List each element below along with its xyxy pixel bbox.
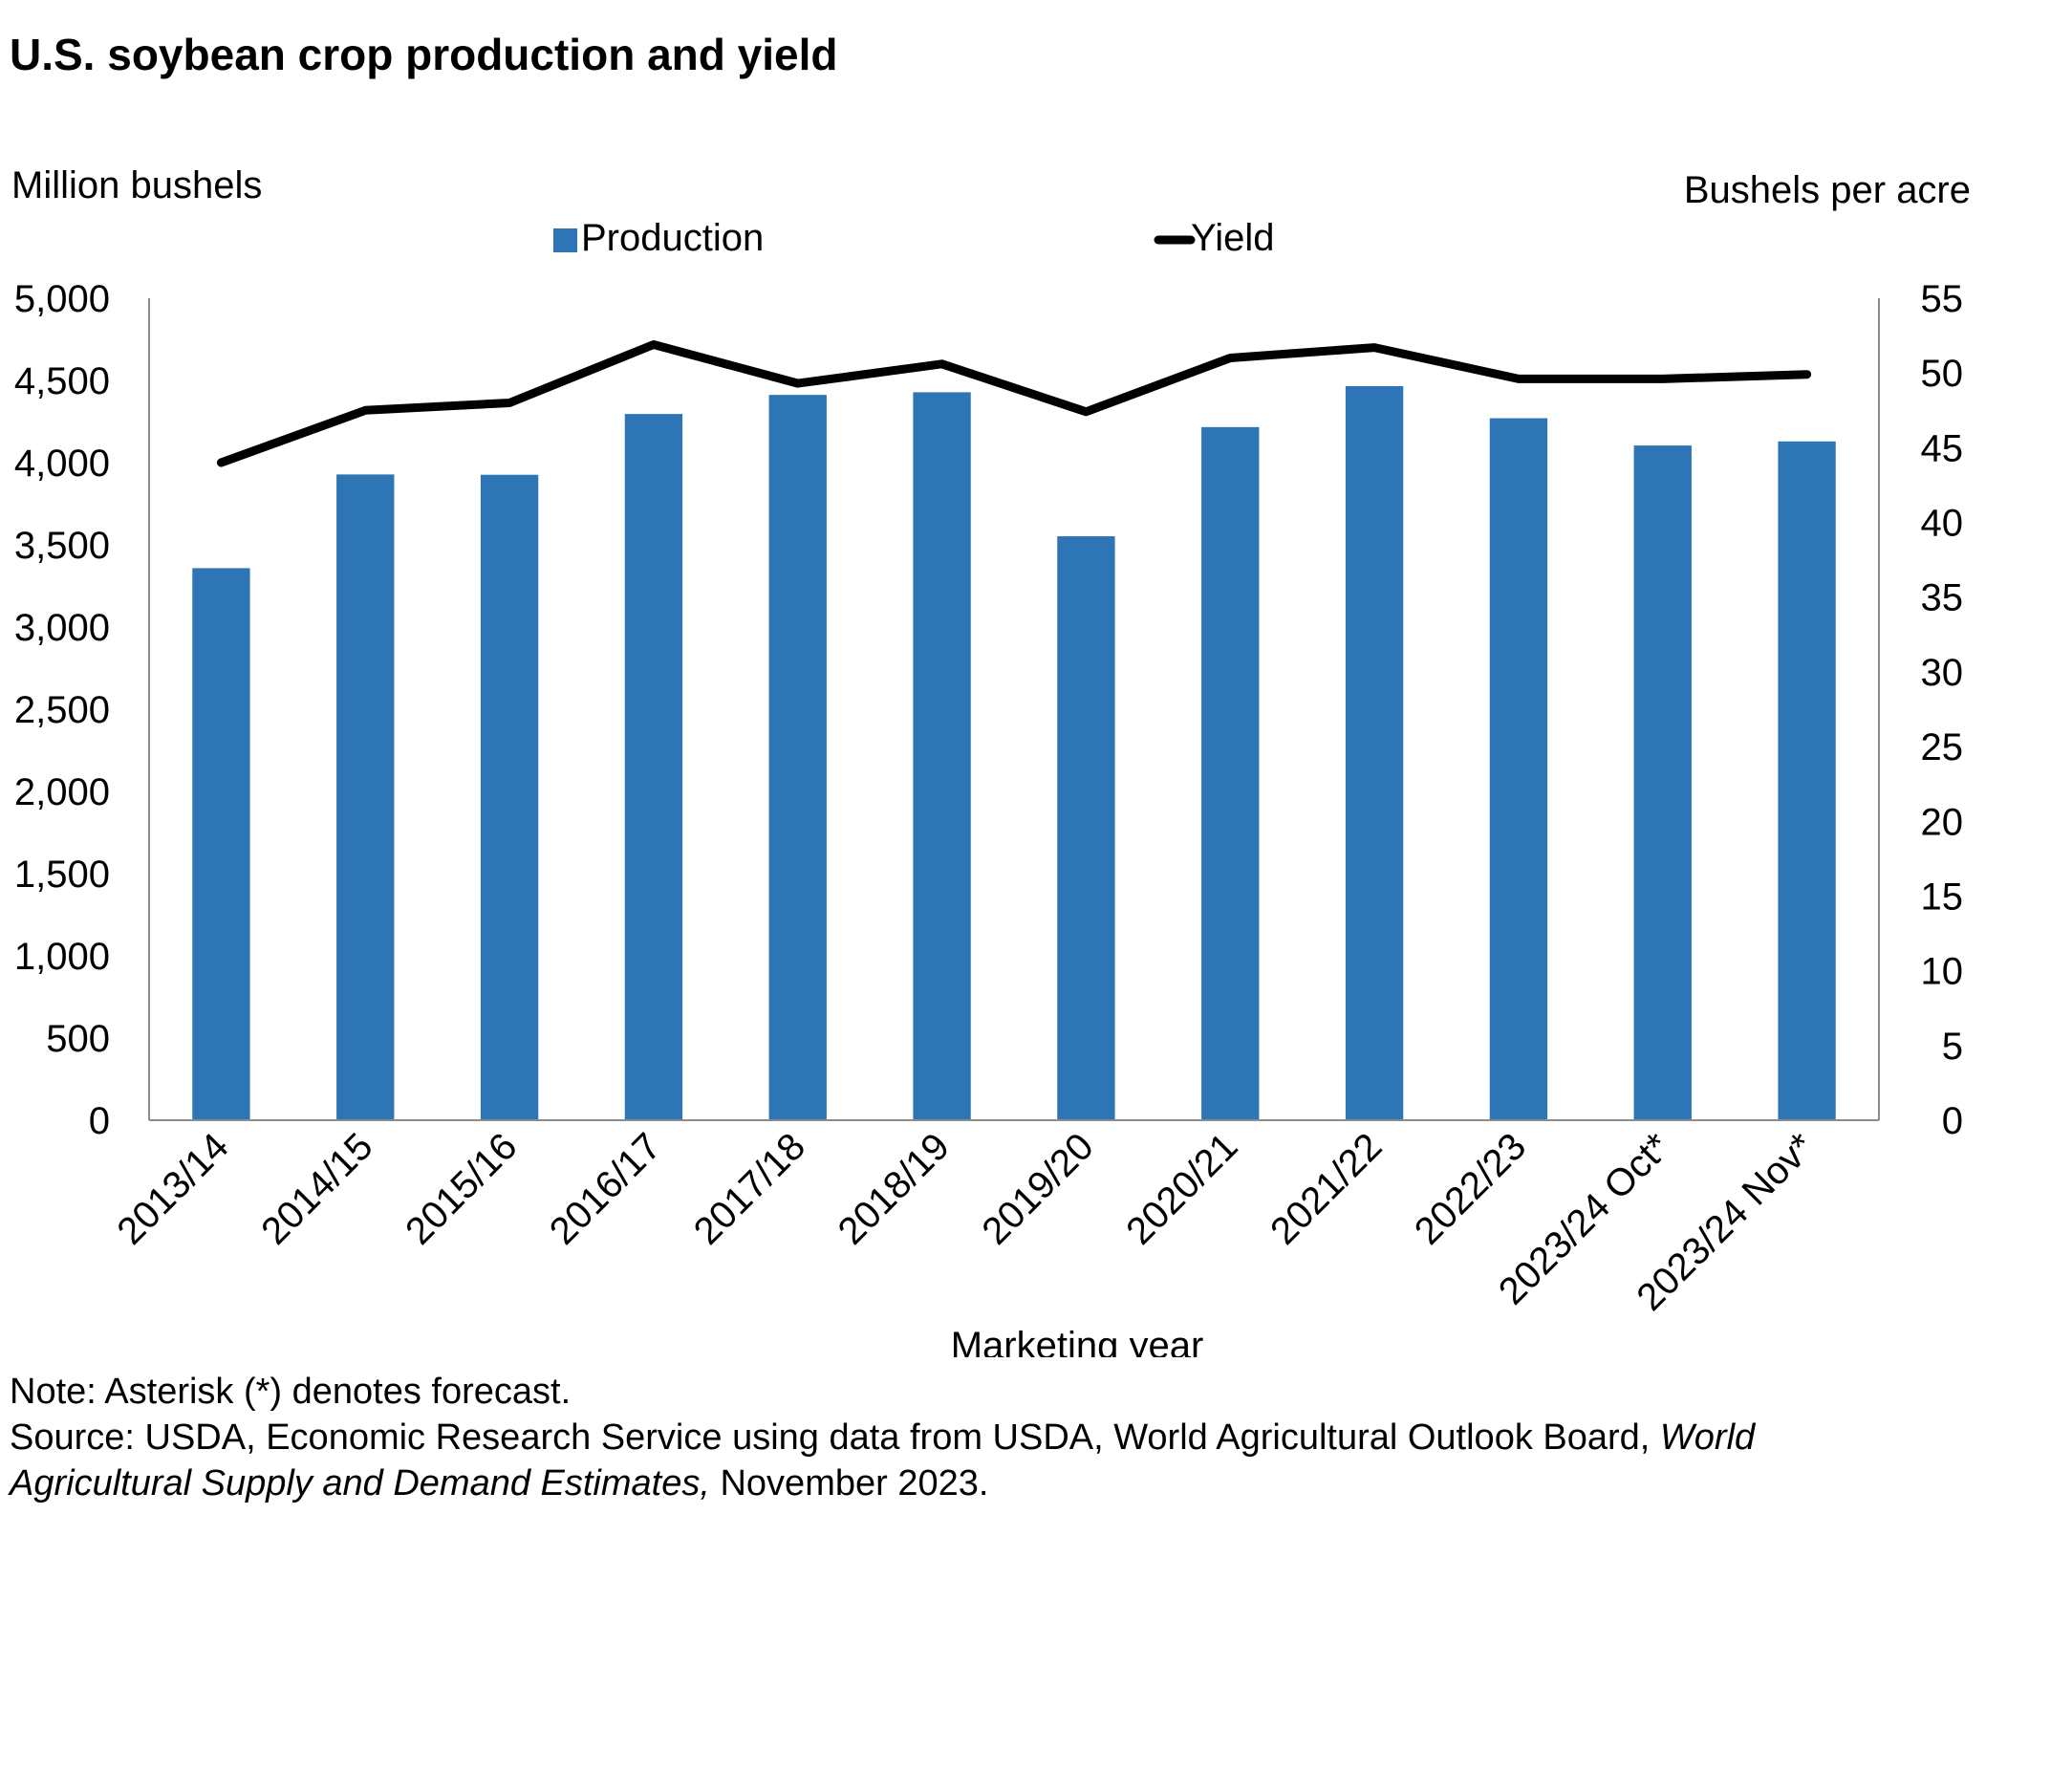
yield-point <box>1661 378 1664 380</box>
production-bar <box>1778 441 1836 1120</box>
right-tick-label: 40 <box>1921 503 1964 545</box>
production-bar <box>1057 536 1115 1120</box>
right-axis-title: Bushels per acre <box>1684 169 1971 211</box>
left-tick-label: 4,500 <box>14 360 110 402</box>
production-bar <box>913 392 971 1120</box>
production-bar <box>1489 418 1548 1120</box>
left-axis-ticks: 0 500 1,000 1,500 2,000 2,500 3,000 3,500 4,000 4… <box>14 278 110 1142</box>
x-tick-label: 2015/16 <box>398 1125 525 1252</box>
x-tick-label: 2020/21 <box>1118 1125 1245 1252</box>
legend: Production Yield <box>553 217 1274 259</box>
yield-point <box>796 382 799 385</box>
right-tick-label: 25 <box>1921 726 1964 768</box>
source-title-part-2: Agricultural Supply and Demand Estimates… <box>10 1463 710 1504</box>
right-tick-label: 0 <box>1942 1100 1963 1142</box>
yield-point <box>1229 357 1232 359</box>
x-tick-label: 2019/20 <box>974 1125 1101 1252</box>
production-bar <box>1201 426 1260 1120</box>
yield-point <box>508 401 511 404</box>
left-tick-label: 1,500 <box>14 854 110 896</box>
chart-title: U.S. soybean crop production and yield <box>10 30 838 79</box>
legend-production-label: Production <box>581 217 764 259</box>
chart: Million bushels Bushels per acre Product… <box>11 164 1971 1357</box>
production-bar <box>624 414 683 1120</box>
x-tick-label: 2014/15 <box>253 1125 380 1252</box>
yield-point <box>1517 378 1520 380</box>
source-line-1: Source: USDA, Economic Research Service … <box>10 1415 1755 1460</box>
right-tick-label: 15 <box>1921 876 1964 918</box>
legend-production-swatch <box>553 228 577 252</box>
right-tick-label: 45 <box>1921 427 1964 469</box>
left-tick-label: 4,000 <box>14 443 110 485</box>
right-tick-label: 35 <box>1921 577 1964 619</box>
left-tick-label: 0 <box>89 1100 110 1142</box>
x-tick-label: 2021/22 <box>1263 1125 1390 1252</box>
source-prefix: Source: USDA, Economic Research Service … <box>10 1417 1651 1458</box>
left-axis-title: Million bushels <box>11 164 262 206</box>
production-bar <box>192 568 250 1120</box>
footnotes: Note: Asterisk (*) denotes forecast. Sou… <box>10 1369 1755 1506</box>
yield-points <box>220 343 1808 464</box>
left-tick-label: 5,000 <box>14 278 110 320</box>
x-axis-labels: 2013/14 2014/15 2015/16 2016/17 2017/18 2018/… <box>109 1125 1823 1319</box>
left-tick-label: 2,000 <box>14 771 110 813</box>
production-bar <box>768 395 827 1120</box>
source-title-part-1: World <box>1659 1417 1756 1458</box>
source-suffix: November 2023. <box>720 1463 989 1504</box>
right-axis-ticks: 0 5 10 15 20 25 30 35 40 45 50 55 <box>1921 278 1964 1142</box>
production-bar <box>1345 386 1404 1120</box>
x-tick-label: 2013/14 <box>109 1125 236 1252</box>
right-tick-label: 5 <box>1942 1026 1963 1068</box>
x-axis-title: Marketing year <box>951 1325 1204 1357</box>
right-tick-label: 20 <box>1921 801 1964 843</box>
legend-yield-label: Yield <box>1191 217 1274 259</box>
production-bars <box>192 386 1836 1120</box>
yield-point <box>1085 410 1088 413</box>
production-bar <box>336 474 395 1120</box>
yield-line <box>216 340 1812 467</box>
x-tick-label: 2018/19 <box>831 1125 958 1252</box>
right-tick-label: 55 <box>1921 278 1964 320</box>
x-tick-label: 2022/23 <box>1407 1125 1534 1252</box>
right-tick-label: 30 <box>1921 652 1964 694</box>
yield-point <box>364 409 367 412</box>
production-bar <box>1633 445 1692 1120</box>
x-tick-label: 2016/17 <box>542 1125 669 1252</box>
source-line-2: Agricultural Supply and Demand Estimates… <box>10 1460 1755 1506</box>
yield-point <box>1373 346 1376 349</box>
left-tick-label: 2,500 <box>14 689 110 731</box>
left-tick-label: 3,000 <box>14 607 110 649</box>
production-bar <box>480 474 539 1120</box>
x-tick-label: 2017/18 <box>686 1125 813 1252</box>
right-tick-label: 50 <box>1921 353 1964 395</box>
left-tick-label: 500 <box>46 1018 110 1060</box>
yield-point <box>1805 373 1808 376</box>
yield-point <box>220 462 223 464</box>
note-text: Note: Asterisk (*) denotes forecast. <box>10 1372 572 1412</box>
yield-point <box>940 362 943 365</box>
yield-point <box>652 343 655 346</box>
right-tick-label: 10 <box>1921 951 1964 993</box>
left-tick-label: 3,500 <box>14 525 110 567</box>
left-tick-label: 1,000 <box>14 936 110 978</box>
